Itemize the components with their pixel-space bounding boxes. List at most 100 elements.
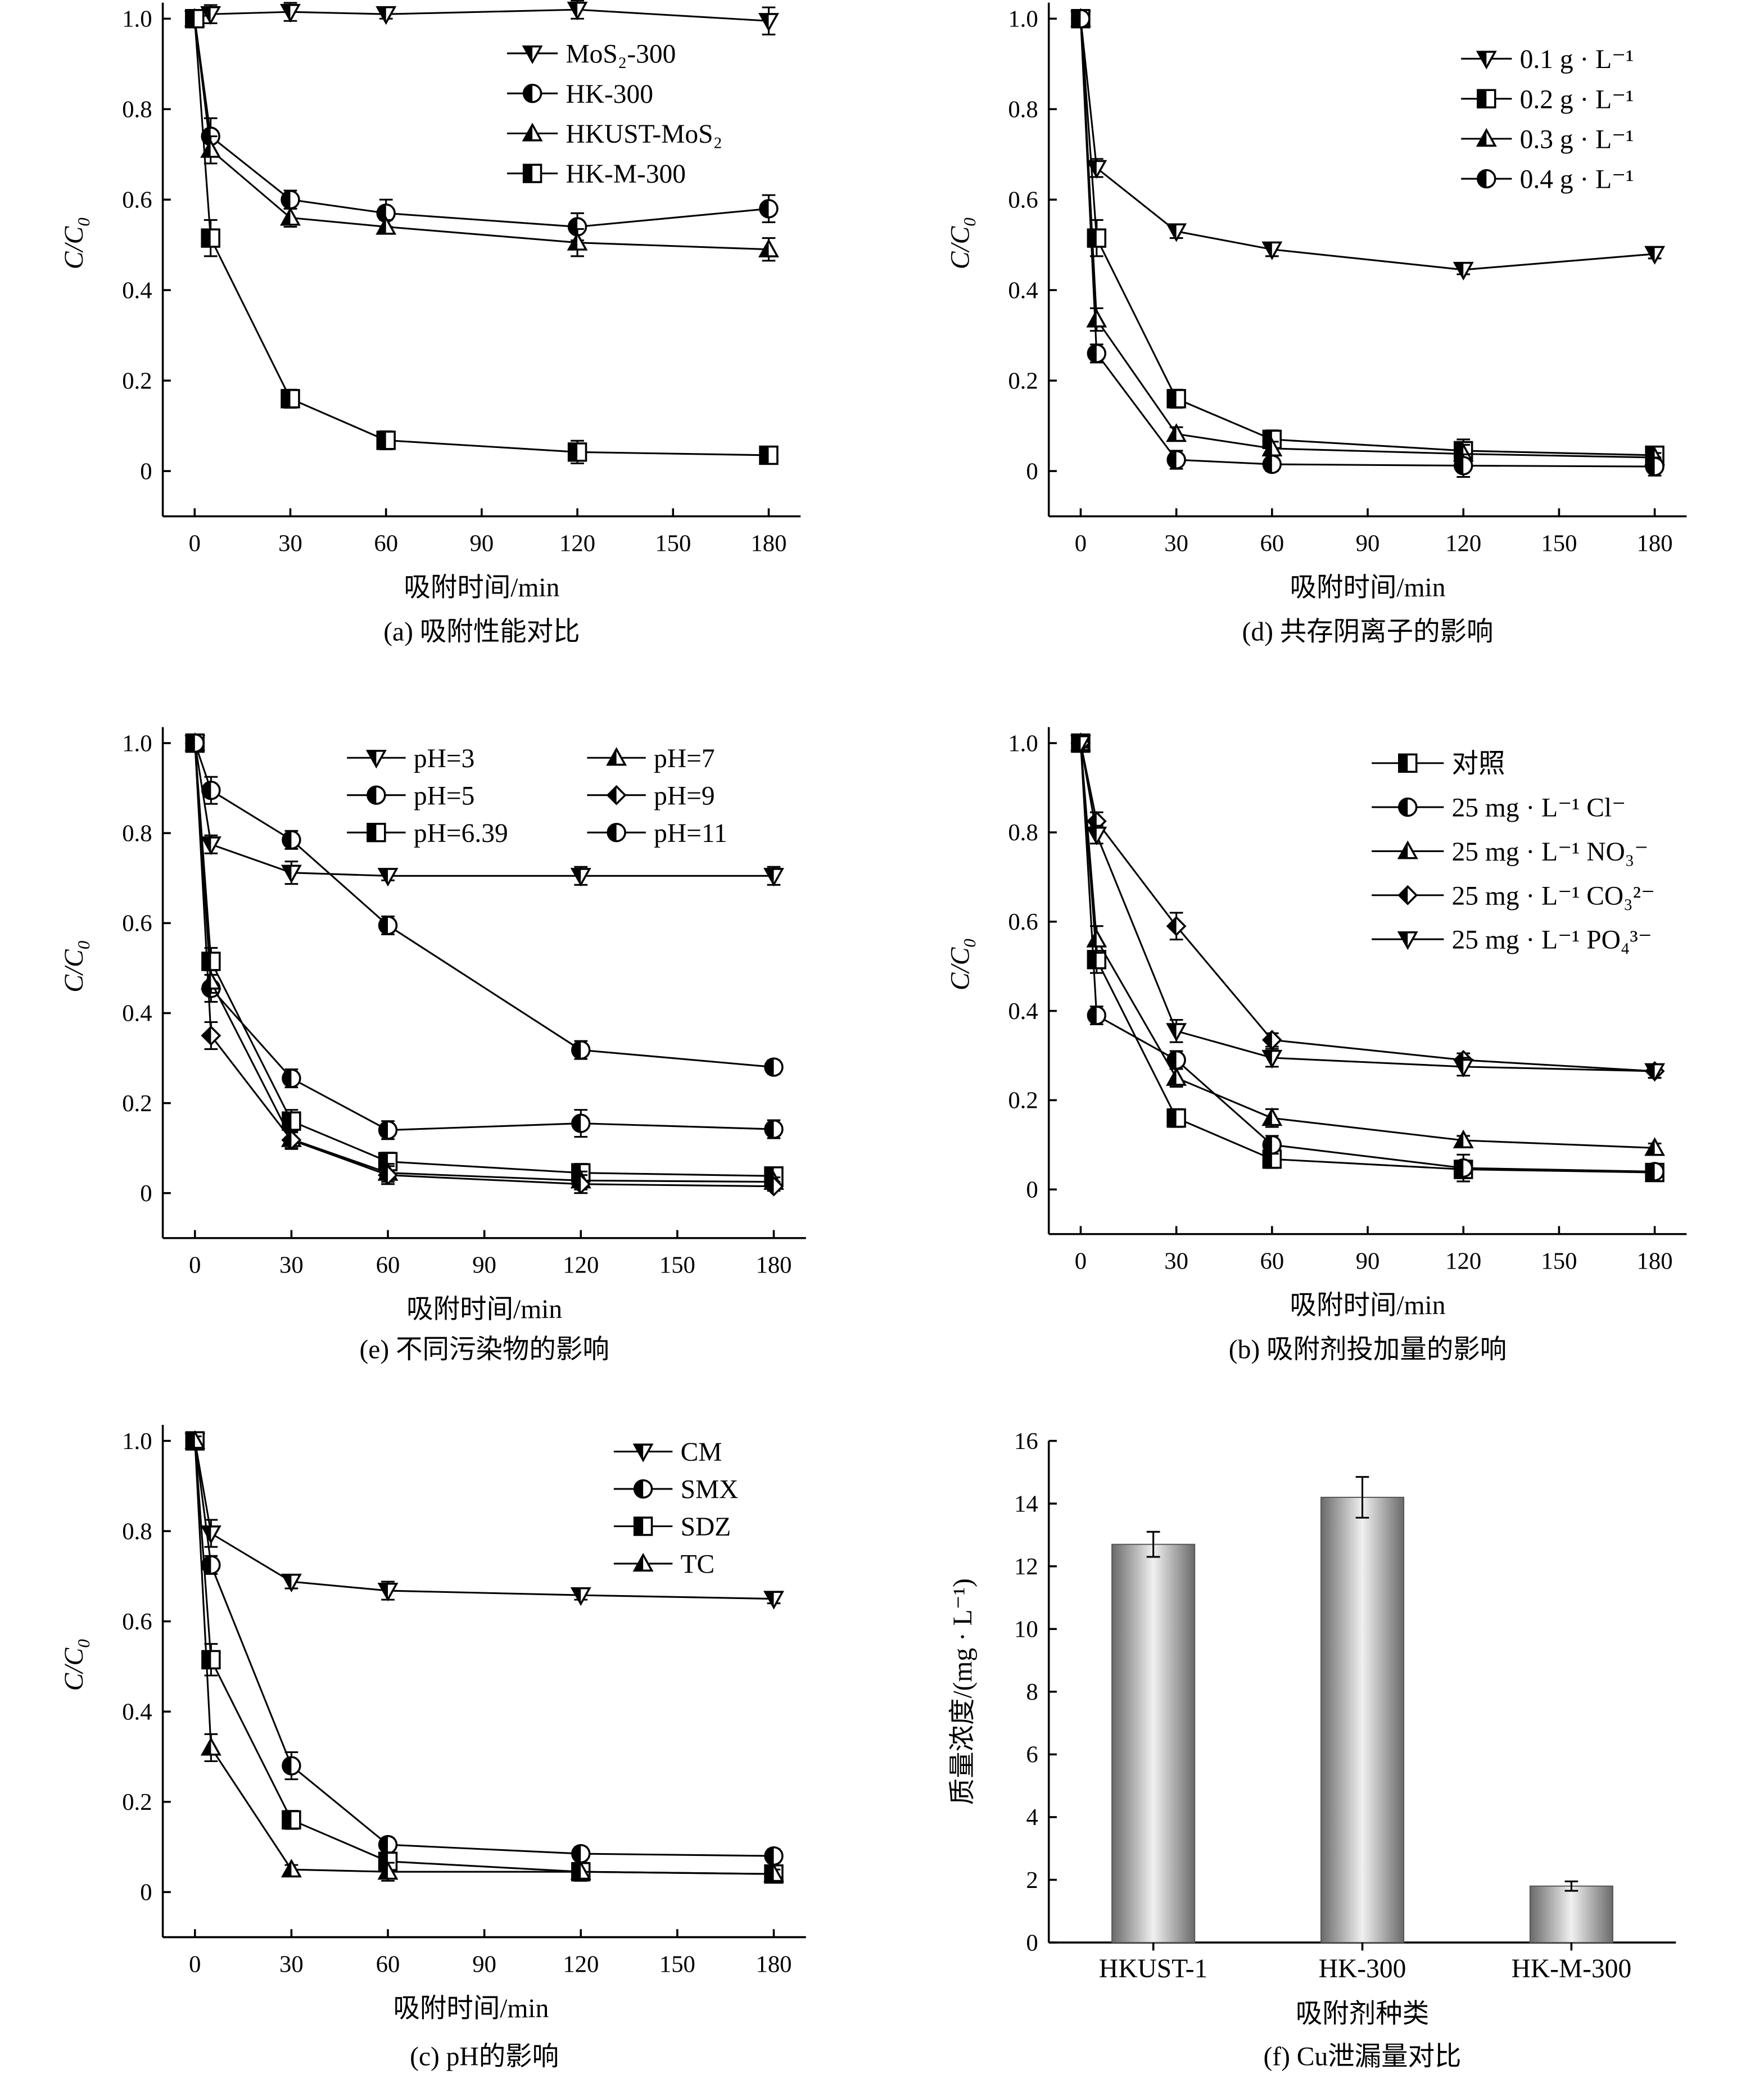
legend-label: 25 mg · L⁻¹ PO₄³⁻ (1452, 926, 1652, 955)
data-point-fill (1454, 1131, 1464, 1148)
y-tick-label: 0.8 (1008, 96, 1038, 123)
x-tick-label: 0 (189, 1951, 201, 1977)
series-line (1079, 19, 1655, 271)
y-tick-label: 0.4 (122, 277, 152, 304)
y-tick-label: 8 (1026, 1679, 1038, 1705)
data-point-fill (1263, 455, 1272, 473)
series-5 (1070, 735, 1666, 1082)
chart-panel-5: (e) 不同污染物的影响 0 0.2 0.4 0.6 0.8 1.0 0 30 60 90 120 15… (60, 1335, 806, 2023)
legend-marker-fill (608, 749, 617, 765)
series-line (1079, 742, 1655, 1072)
bar (1320, 1497, 1405, 1944)
x-tick-label: 30 (279, 1252, 304, 1278)
y-axis-label: 质量浓度/(mg · L⁻¹) (948, 1578, 978, 1805)
legend-marker-fill (608, 786, 617, 804)
data-point-fill (379, 1836, 388, 1854)
y-tick-label: 0.4 (122, 1000, 152, 1027)
data-point-fill (1454, 457, 1464, 474)
y-axis-label: C/C0 (60, 940, 93, 993)
legend-label: 0.4 g · L⁻¹ (1520, 165, 1634, 194)
x-axis-label: 吸附剂种类 (1296, 1999, 1429, 2028)
data-point-fill (765, 868, 774, 885)
x-tick-label: 30 (1164, 530, 1188, 556)
data-point-fill (760, 13, 769, 30)
data-point-fill (572, 1175, 581, 1193)
legend-label: pH=5 (414, 781, 475, 810)
data-point-fill (572, 1115, 581, 1133)
data-point-fill (1168, 1069, 1177, 1085)
data-point-fill (1646, 458, 1655, 476)
legend-marker-fill (523, 165, 533, 183)
y-tick-label: 0.2 (122, 1090, 152, 1117)
data-point-fill (1263, 1136, 1272, 1154)
x-tick-label: 120 (1445, 1248, 1481, 1274)
legend: CM SMX SDZ TC (613, 1438, 739, 1579)
legend-marker-fill (367, 823, 377, 841)
x-tick-label: 90 (1356, 1248, 1380, 1274)
y-tick-label: 10 (1014, 1616, 1038, 1643)
series-line (1079, 19, 1655, 468)
x-tick-label: 180 (756, 1951, 791, 1977)
series-line (194, 743, 774, 1188)
data-point-fill (282, 1070, 292, 1087)
series-line (194, 1441, 774, 1857)
x-axis-label: 吸附时间/min (1290, 1291, 1446, 1320)
legend-marker-fill (1399, 886, 1408, 904)
legend-label: SMX (681, 1475, 739, 1505)
x-tick-label: 120 (559, 530, 595, 556)
y-axis-label-main: C/C (60, 1647, 89, 1691)
series-line (193, 19, 769, 228)
x-tick-label: 180 (1637, 1248, 1673, 1274)
series-2 (1071, 733, 1665, 1183)
y-tick-label: 0.6 (122, 911, 152, 937)
data-point-fill (186, 734, 195, 752)
data-point-fill (568, 443, 578, 461)
chart-caption: (f) Cu泄漏量对比 (1264, 2042, 1462, 2071)
data-point-fill (379, 1166, 388, 1184)
data-point-fill (1088, 827, 1097, 844)
series-line (1079, 19, 1655, 459)
y-tick-label: 0 (140, 1880, 152, 1906)
y-tick-label: 1.0 (122, 6, 152, 32)
y-tick-label: 0.4 (1008, 998, 1038, 1025)
legend-marker-fill (608, 823, 617, 841)
data-point-fill (186, 10, 195, 28)
series-1 (184, 735, 784, 887)
data-point-fill (282, 1811, 292, 1829)
chart-caption: (c) pH的影响 (410, 2042, 559, 2071)
data-point-fill (282, 1860, 292, 1877)
data-point-fill (202, 229, 211, 247)
series-line (194, 743, 774, 1183)
x-tick-label: 0 (189, 1252, 201, 1278)
x-axis-label: 吸附时间/min (1290, 573, 1446, 603)
data-point-fill (1646, 1163, 1655, 1180)
data-point-fill (282, 1757, 292, 1774)
data-point-fill (1072, 736, 1081, 752)
series-line (194, 1441, 774, 1600)
series-line (1079, 743, 1655, 1174)
data-point-fill (379, 868, 388, 885)
data-point-fill (377, 204, 386, 222)
data-point-fill (1088, 1007, 1097, 1024)
x-tick-label: 90 (472, 1951, 496, 1977)
data-point-fill (1454, 262, 1464, 279)
x-axis-label: 吸附时间/min (406, 1295, 562, 1324)
legend-marker-fill (367, 786, 377, 804)
x-tick-label: 0 (1075, 530, 1087, 556)
legend-marker-fill (523, 46, 533, 62)
data-point-fill (1072, 10, 1081, 28)
legend: 对照 25 mg · L⁻¹ Cl⁻ 25 mg · L⁻¹ NO₃⁻ 25 mg ·… (1372, 749, 1655, 955)
y-tick-label: 4 (1026, 1804, 1038, 1831)
series-line (1079, 19, 1655, 456)
y-axis-label: C/C0 (60, 1639, 93, 1691)
data-point-fill (1263, 1031, 1272, 1049)
legend-label: 0.3 g · L⁻¹ (1520, 125, 1634, 154)
data-point-fill (377, 7, 386, 23)
chart-panel-4: (d) 共存阴离子的影响 0 0.2 0.4 0.6 0.8 1.0 0 30 60 90 120 15… (946, 617, 1687, 1320)
data-point-fill (1168, 1024, 1177, 1040)
legend-label: MoS₂-300 (566, 40, 676, 69)
y-tick-label: 0.6 (1008, 909, 1038, 935)
series-4 (1071, 9, 1665, 478)
x-tick-label: 30 (1164, 1248, 1188, 1274)
data-point-fill (572, 1041, 581, 1059)
